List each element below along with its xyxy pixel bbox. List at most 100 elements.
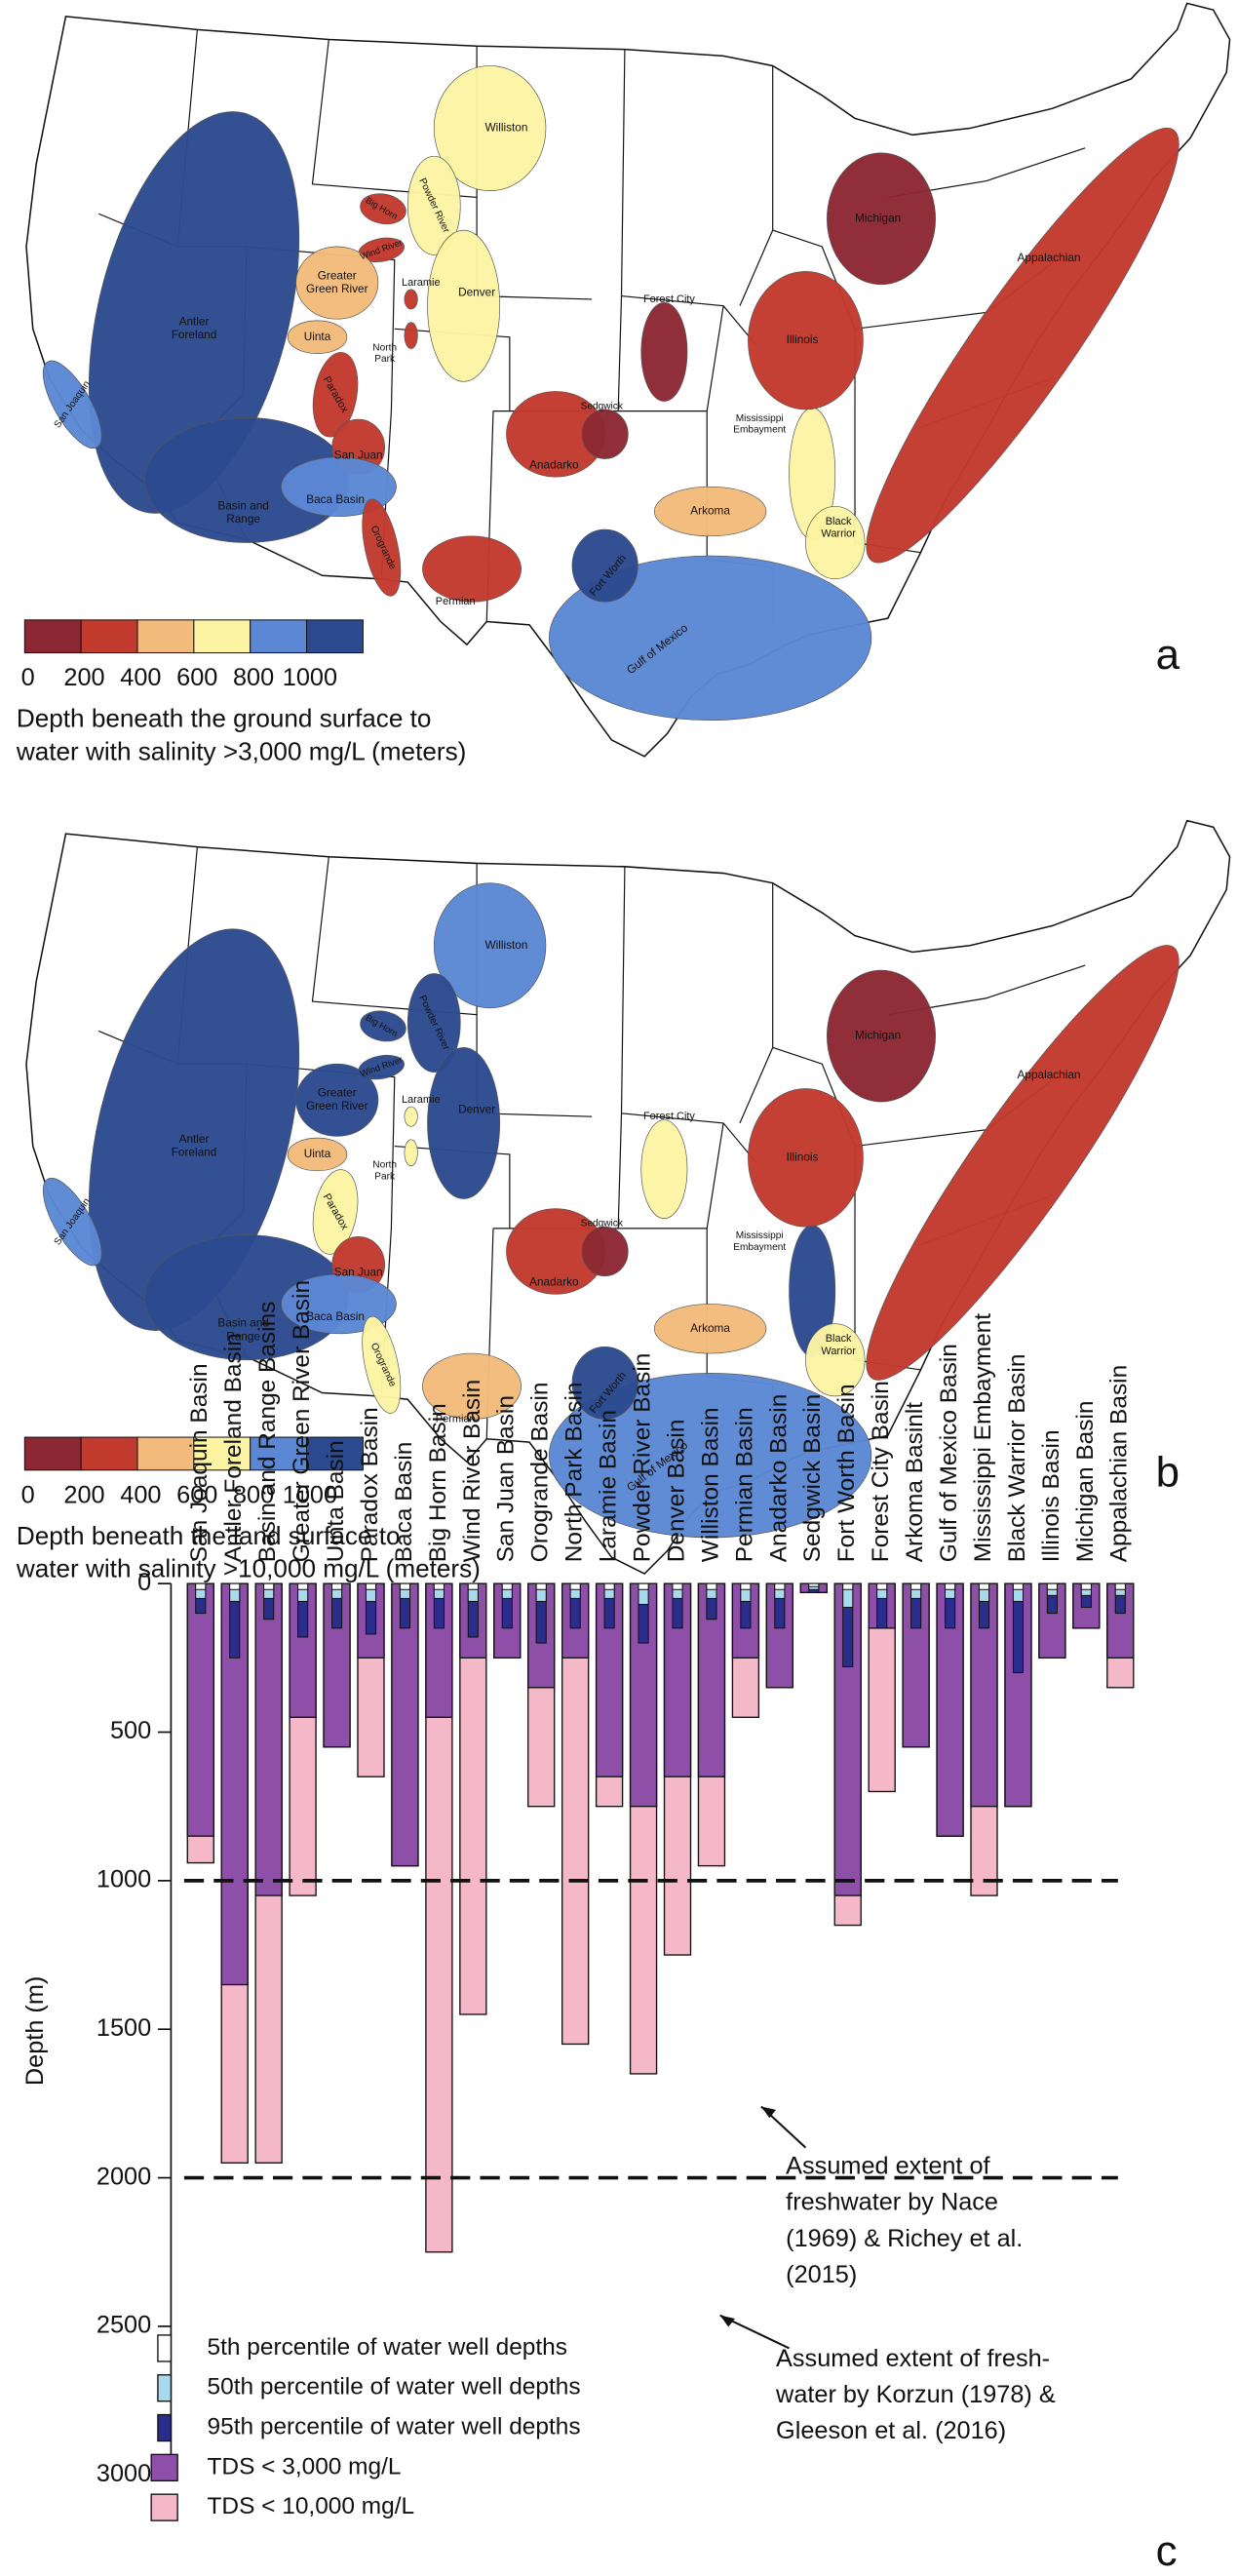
well-depth (910, 1582, 922, 1590)
basin (295, 1063, 379, 1137)
basin (406, 155, 461, 255)
y-tick-label: 1000 (97, 1866, 151, 1893)
basin (433, 65, 547, 191)
basin-label: Range (226, 1329, 260, 1343)
basin (433, 882, 547, 1009)
y-tick-label: 0 (137, 1569, 151, 1596)
basin (42, 360, 102, 449)
basin-label: Green River (306, 1099, 368, 1112)
annotation: (1969) & Richey et al. (786, 2225, 1023, 2252)
well-depth (365, 1582, 377, 1590)
legend-tick-label: 1000 (283, 1481, 337, 1508)
x-category-label: Sedgwick Basin (799, 1394, 826, 1563)
y-tick-label: 2000 (97, 2163, 151, 2190)
basin (548, 555, 872, 722)
legend-tick-label: 1000 (283, 664, 337, 691)
basin-label: Park (374, 1171, 396, 1182)
basin (404, 1139, 418, 1167)
basin (406, 973, 461, 1073)
x-category-label: San Joaquin Basin (186, 1363, 213, 1562)
y-tick-label: 3000 (97, 2460, 151, 2487)
x-category-label: Michigan Basin (1072, 1401, 1099, 1563)
basin-label: Foreland (172, 328, 217, 341)
basin-label: Warrior (821, 1346, 856, 1357)
x-category-label: Forest City Basin (868, 1381, 894, 1562)
x-category-label: Laramie Basin (596, 1410, 622, 1562)
basin-label: Williston (485, 121, 528, 135)
basin-label: Green River (306, 282, 368, 295)
basin (404, 322, 418, 349)
basin-label: Sedgwick (581, 401, 624, 411)
panel-label: a (1156, 631, 1180, 679)
x-category-label: North Park Basin (561, 1383, 588, 1563)
x-category-label: Big Horn Basin (425, 1403, 451, 1562)
basin (427, 1047, 501, 1199)
basin-label: North (372, 342, 397, 353)
legend-tick-label: 800 (233, 664, 274, 691)
well-depth (876, 1582, 888, 1590)
x-category-label: Baca Basin (391, 1442, 417, 1563)
x-category-label: Anadarko Basin (765, 1394, 792, 1563)
well-depth (1114, 1582, 1126, 1590)
legend-label: 5th percentile of water well depths (208, 2334, 567, 2361)
basin-label: Greater (318, 268, 357, 282)
basin (571, 528, 638, 603)
basin-label: San Juan (334, 448, 383, 461)
annotation: Gleeson et al. (2016) (776, 2417, 1006, 2444)
basin-label: Mississippi (736, 413, 784, 424)
basin-label: Michigan (855, 211, 901, 224)
well-depth (774, 1582, 786, 1590)
annotation: Assumed extent of (786, 2153, 990, 2180)
legend-label: TDS < 3,000 mg/L (208, 2453, 402, 2479)
legend-swatch (193, 619, 251, 654)
basin-label: Laramie (402, 277, 441, 289)
basin-label: Denver (458, 1103, 495, 1116)
basin (422, 535, 522, 603)
well-depth (1046, 1582, 1058, 1590)
annotation: Assumed extent of fresh- (776, 2345, 1050, 2372)
well-depth (297, 1582, 309, 1590)
x-category-label: Basin and Range Basins (254, 1302, 281, 1563)
well-depth (1080, 1582, 1092, 1590)
basin-label: Antler (179, 1132, 210, 1146)
well-depth (195, 1582, 207, 1590)
basin-label: Embayment (733, 425, 786, 436)
basin-label: Permian (436, 596, 476, 607)
well-depth (569, 1582, 581, 1590)
basin-label: Illinois (787, 1150, 819, 1163)
basin-label: Mississippi (736, 1230, 784, 1241)
basin-label: Foreland (172, 1145, 217, 1158)
x-category-label: Gulf of Mexico Basin (936, 1344, 962, 1562)
basin-label: Black (826, 1333, 852, 1345)
y-tick-label: 2500 (97, 2312, 151, 2339)
basin (653, 486, 767, 537)
basin (827, 152, 937, 286)
legend-caption: Depth beneath the land surface to (17, 1521, 401, 1550)
well-depth (672, 1582, 683, 1590)
basin (653, 1304, 767, 1354)
x-category-label: Wind River Basin (459, 1380, 485, 1562)
basin (866, 945, 1180, 1381)
basin-label: Appalachian (1018, 251, 1081, 264)
basin-label: Laramie (402, 1094, 441, 1106)
legend-tick-label: 200 (63, 1481, 104, 1508)
legend-tick-label: 600 (176, 664, 217, 691)
x-category-label: Antler Foreland Basin (220, 1333, 247, 1562)
basin (88, 928, 300, 1331)
well-depth (740, 1582, 752, 1590)
basin (360, 193, 406, 225)
basin (88, 111, 300, 514)
x-category-label: Appalachian Basin (1106, 1365, 1133, 1562)
x-category-label: Williston Basin (697, 1407, 723, 1562)
legend-swatch (150, 2493, 178, 2521)
basin-label: Arkoma (690, 504, 730, 518)
well-depth (501, 1582, 513, 1590)
basin (866, 127, 1180, 564)
basin-label: Warrior (821, 528, 856, 540)
basin-label: Basin and (217, 1316, 268, 1330)
legend-swatch (306, 1436, 364, 1471)
basin-label: Greater (318, 1086, 357, 1100)
legend-caption: water with salinity >3,000 mg/L (meters) (16, 736, 466, 765)
basin-label: Michigan (855, 1029, 901, 1042)
basin-label: Illinois (787, 332, 819, 346)
